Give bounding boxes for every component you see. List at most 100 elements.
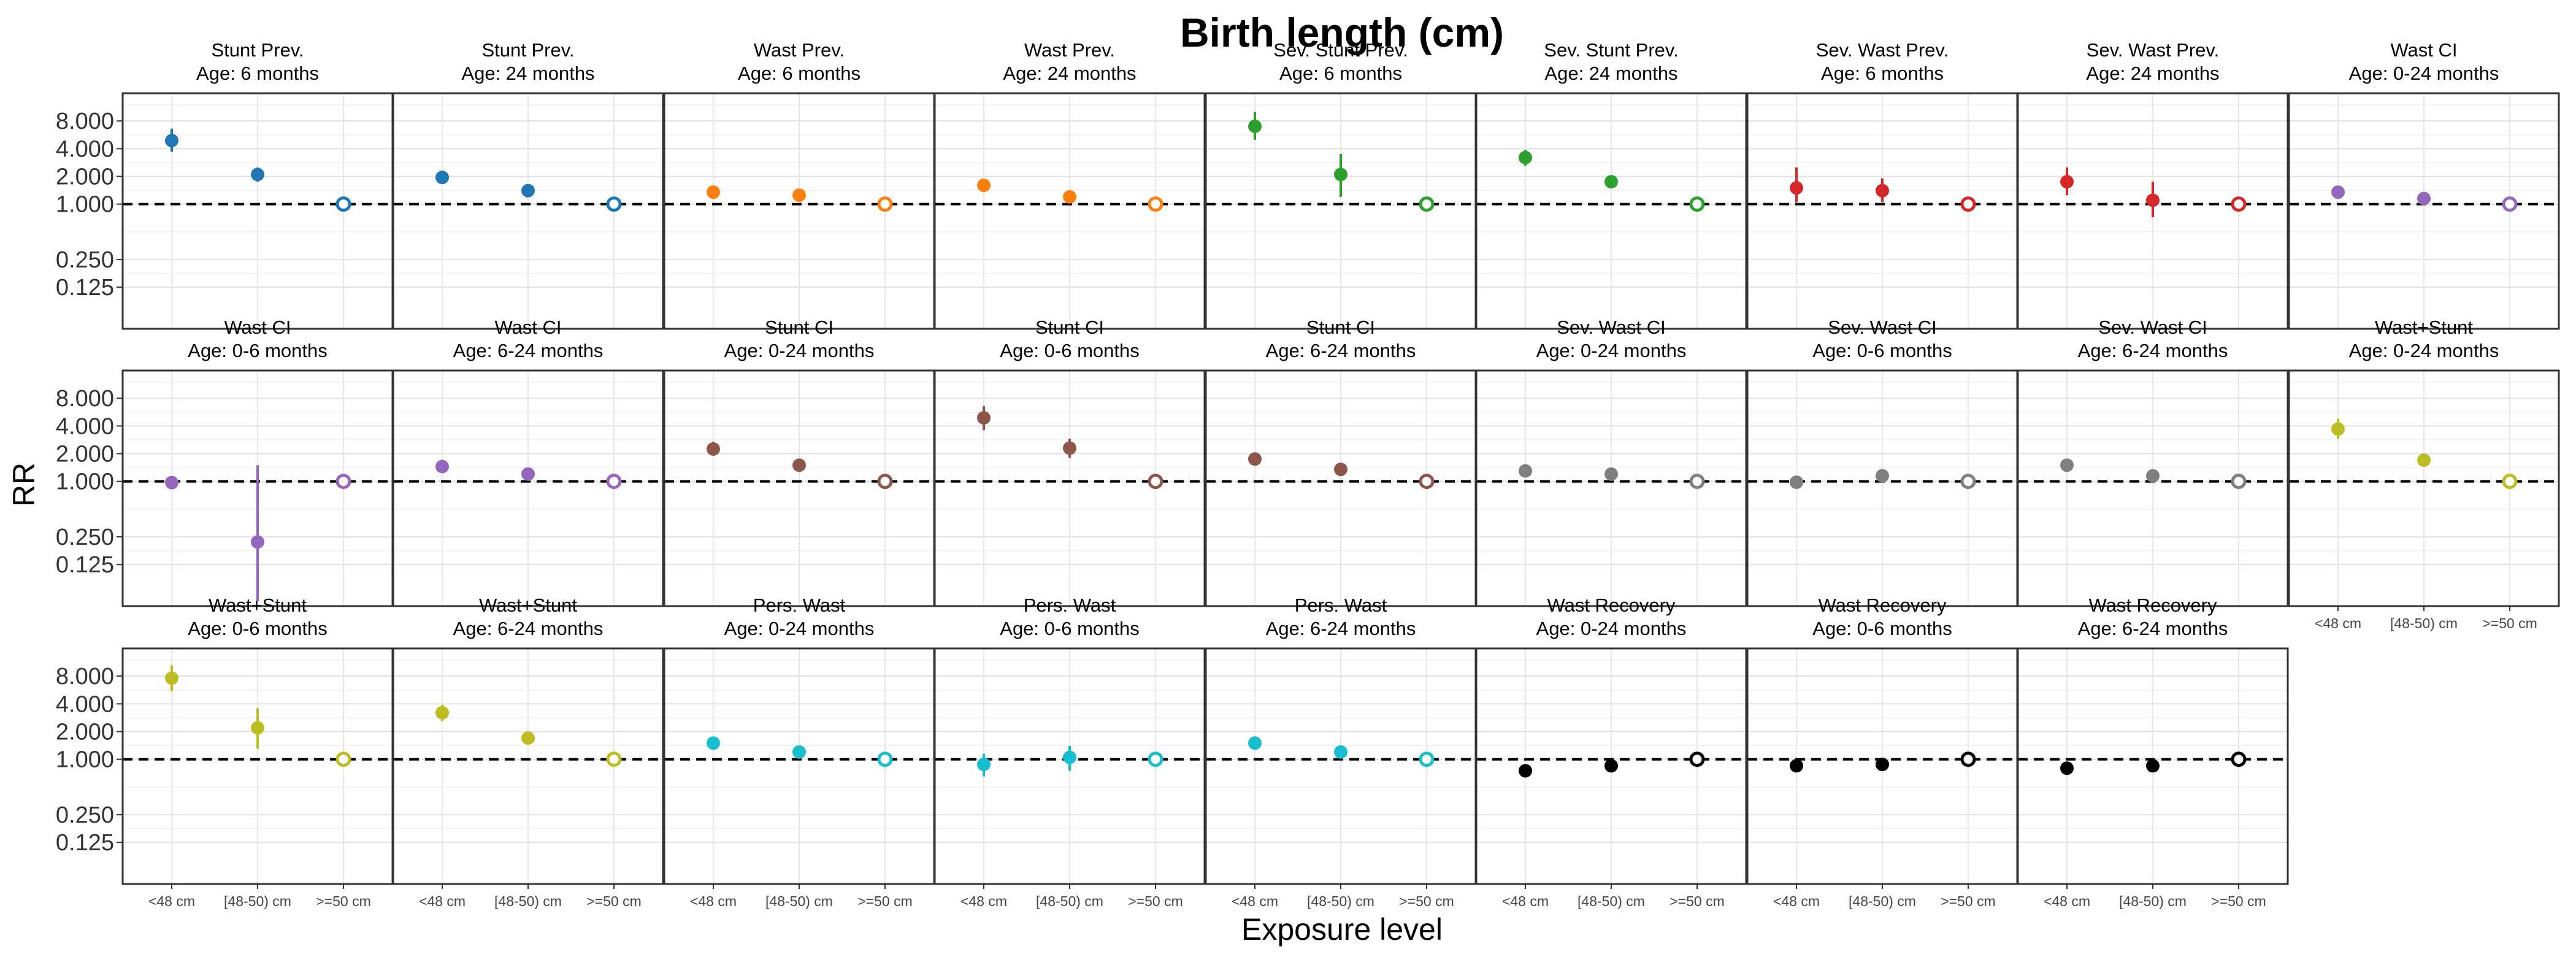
- rr-point: [1334, 167, 1347, 182]
- rr-point: [1248, 119, 1262, 133]
- facet-panel: Sev. Wast Prev.Age: 24 months: [2017, 39, 2289, 330]
- reference-point: [2231, 196, 2247, 212]
- reference-point: [1689, 196, 1705, 212]
- rr-point: [2417, 191, 2431, 206]
- rr-point: [2417, 453, 2431, 467]
- facet-age-label: Age: 0-24 months: [1536, 340, 1687, 361]
- reference-point: [1419, 474, 1435, 490]
- facet-panels: Stunt Prev.Age: 6 months0.1250.2501.0002…: [56, 39, 2560, 885]
- facet-outcome-label: Sev. Wast Prev.: [2087, 39, 2219, 61]
- panel-border: [2017, 369, 2289, 607]
- y-tick-label: 0.250: [56, 247, 114, 273]
- facet-outcome-label: Wast CI: [2390, 39, 2457, 61]
- rr-point: [1519, 464, 1532, 478]
- facet-age-label: Age: 6-24 months: [1266, 340, 1416, 361]
- x-tick-label: [48-50) cm: [224, 893, 291, 909]
- rr-point: [707, 442, 720, 456]
- facet-outcome-label: Pers. Wast: [753, 594, 846, 616]
- rr-point: [977, 758, 991, 772]
- reference-point: [877, 196, 893, 212]
- panel-border: [392, 369, 664, 607]
- y-tick-label: 0.250: [56, 802, 114, 828]
- y-axis-title: RR: [7, 463, 41, 507]
- x-tick-label: <48 cm: [960, 893, 1007, 909]
- reference-point: [877, 474, 893, 490]
- facet-age-label: Age: 0-6 months: [1000, 618, 1139, 639]
- facet-age-label: Age: 0-6 months: [188, 618, 327, 639]
- reference-point: [1148, 196, 1163, 212]
- reference-point: [606, 474, 622, 490]
- facet-age-label: Age: 6-24 months: [2078, 618, 2228, 639]
- x-tick-label: [48-50) cm: [1849, 893, 1916, 909]
- reference-point: [1960, 474, 1976, 490]
- x-tick-label: >=50 cm: [1399, 893, 1454, 909]
- x-tick-label: [48-50) cm: [494, 893, 562, 909]
- rr-point: [792, 458, 806, 472]
- panel-border: [2017, 92, 2289, 330]
- reference-point: [2231, 474, 2247, 490]
- panel-border: [1475, 369, 1747, 607]
- facet-outcome-label: Sev. Stunt Prev.: [1273, 39, 1408, 61]
- reference-point: [2502, 474, 2518, 490]
- rr-point: [251, 535, 264, 549]
- facet-outcome-label: Stunt Prev.: [481, 39, 574, 61]
- x-tick-label: [48-50) cm: [765, 893, 833, 909]
- reference-point: [2231, 751, 2247, 767]
- reference-point: [606, 751, 622, 767]
- facet-panel: Sev. Wast Prev.Age: 6 months: [1746, 39, 2018, 330]
- y-tick-label: 1.000: [56, 469, 114, 495]
- facet-outcome-label: Wast CI: [224, 317, 291, 338]
- rr-point: [2060, 175, 2074, 189]
- facet-outcome-label: Wast Recovery: [2088, 594, 2217, 616]
- x-tick-label: >=50 cm: [857, 893, 913, 909]
- facet-age-label: Age: 0-6 months: [1000, 340, 1139, 361]
- facet-panel: Sev. Stunt Prev.Age: 24 months: [1475, 39, 1747, 330]
- y-tick-label: 4.000: [56, 413, 114, 439]
- facet-age-label: Age: 6 months: [196, 63, 319, 84]
- facet-outcome-label: Sev. Stunt Prev.: [1544, 39, 1678, 61]
- facet-age-label: Age: 24 months: [1544, 63, 1677, 84]
- x-axis-title: Exposure level: [1241, 912, 1443, 947]
- facet-outcome-label: Sev. Wast CI: [1828, 317, 1936, 338]
- y-tick-label: 2.000: [56, 720, 114, 745]
- panel-border: [933, 92, 1206, 330]
- x-tick-label: >=50 cm: [1669, 893, 1725, 909]
- reference-point: [335, 751, 351, 767]
- rr-point: [251, 167, 264, 182]
- facet-outcome-label: Sev. Wast CI: [2098, 317, 2207, 338]
- facet-outcome-label: Wast+Stunt: [2375, 317, 2473, 338]
- rr-point: [2146, 193, 2160, 207]
- facet-outcome-label: Wast Prev.: [754, 39, 845, 61]
- reference-point: [1960, 196, 1976, 212]
- x-tick-label: >=50 cm: [2482, 615, 2537, 631]
- x-tick-label: <48 cm: [1232, 893, 1278, 909]
- reference-point: [1148, 751, 1163, 767]
- facet-age-label: Age: 24 months: [2086, 63, 2219, 84]
- y-tick-label: 8.000: [56, 664, 114, 690]
- x-tick-label: <48 cm: [148, 893, 195, 909]
- rr-point: [1876, 469, 1889, 483]
- rr-point: [1063, 750, 1076, 764]
- rr-point: [1876, 758, 1889, 772]
- rr-point: [2146, 469, 2160, 483]
- x-tick-label: <48 cm: [2044, 893, 2090, 909]
- x-tick-label: >=50 cm: [2211, 893, 2266, 909]
- reference-point: [877, 751, 893, 767]
- x-tick-label: <48 cm: [419, 893, 466, 909]
- reference-point: [1148, 474, 1163, 490]
- reference-point: [335, 196, 351, 212]
- y-tick-label: 4.000: [56, 691, 114, 717]
- facet-age-label: Age: 0-24 months: [724, 618, 875, 639]
